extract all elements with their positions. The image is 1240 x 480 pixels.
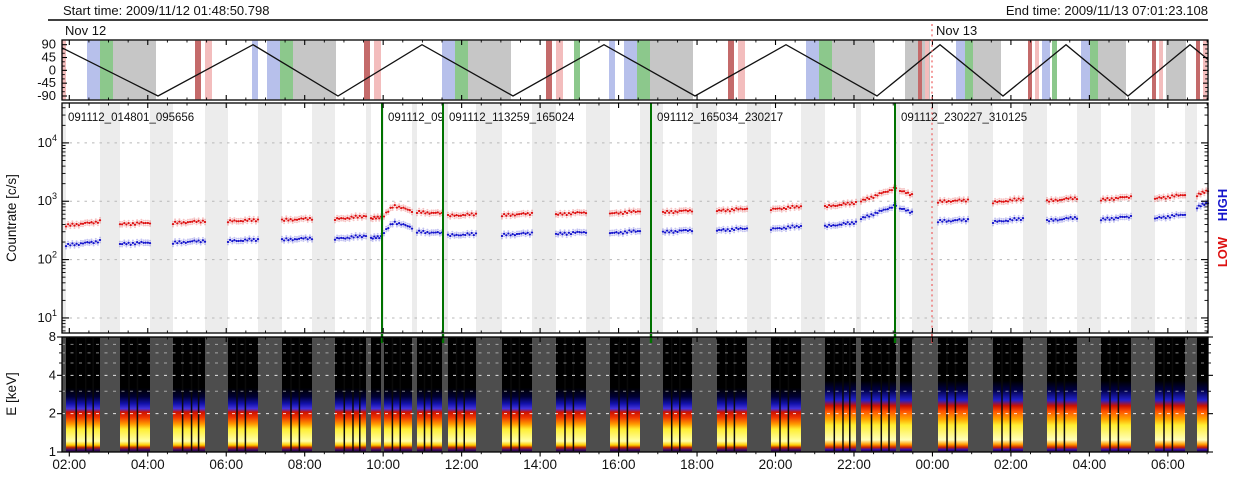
time-tick-label: 06:00	[209, 457, 243, 472]
nov12-label: Nov 12	[65, 23, 106, 38]
low-series-label: LOW	[1215, 236, 1230, 267]
time-tick-label: 22:00	[837, 457, 871, 472]
scan-angle-zigzag	[61, 43, 1209, 97]
countrate-axis-title: Countrate [c/s]	[4, 174, 19, 262]
spectrogram-column	[861, 337, 896, 452]
obs-interval-label: 091112_113259_165024	[449, 112, 575, 124]
spectrogram-column	[610, 337, 640, 452]
countrate-panel: 091112_014801_095656 091112_09 091112_1132…	[38, 24, 1210, 334]
svg-text:2: 2	[49, 406, 56, 421]
svg-text:90: 90	[42, 37, 56, 52]
time-tick-label: 00:00	[916, 457, 950, 472]
spectrogram-column	[228, 337, 258, 452]
svg-text:101: 101	[38, 308, 57, 325]
time-tick-label: 06:00	[1151, 457, 1185, 472]
obs-interval-label: 091112_230227_310125	[901, 112, 1027, 124]
spectrogram-column	[1101, 337, 1131, 452]
spectrogram-column	[993, 337, 1023, 452]
obs-interval-label: 091112_014801_095656	[68, 112, 194, 124]
svg-text:0: 0	[49, 62, 56, 77]
spectrogram-column	[502, 337, 532, 452]
spectrogram-column	[384, 337, 412, 452]
spectrogram-column	[717, 337, 747, 452]
spectrogram-column	[1047, 337, 1077, 452]
obs-interval-label: 091112_165034_230217	[657, 112, 783, 124]
high-series-label: HIGH	[1215, 189, 1230, 222]
time-tick-label: 20:00	[759, 457, 793, 472]
spectrogram-column	[120, 337, 150, 452]
svg-text:1: 1	[49, 444, 56, 459]
time-tick-label: 12:00	[445, 457, 479, 472]
obs-interval-label: 091112_09	[388, 112, 444, 124]
spectrogram-column	[900, 337, 912, 452]
time-tick-label: 02:00	[994, 457, 1028, 472]
time-axis: 02:00 04:00 06:00 08:00 10:00 12:00 14:00 16:00…	[52, 457, 1184, 472]
svg-text:103: 103	[38, 191, 57, 208]
spectrogram-column	[771, 337, 801, 452]
spectrogram-column	[938, 337, 968, 452]
spectrogram-column	[335, 337, 366, 452]
svg-text:8: 8	[49, 329, 56, 344]
spectrogram-column	[66, 337, 100, 452]
time-tick-label: 02:00	[52, 457, 86, 472]
time-tick-label: 08:00	[288, 457, 322, 472]
end-time-label: End time: 2009/11/13 07:01:23.108	[1006, 3, 1208, 18]
spectrogram-column	[371, 337, 381, 452]
spectrogram-column	[282, 337, 312, 452]
svg-text:-90: -90	[37, 88, 56, 103]
energy-axis-title: E [keV]	[4, 372, 19, 416]
spectrogram-column	[448, 337, 476, 452]
spectrogram-panel: 1 2 4 8	[49, 329, 1213, 459]
spectrogram-column	[1155, 337, 1185, 452]
time-tick-label: 04:00	[1072, 457, 1106, 472]
spectrogram-column	[825, 337, 856, 452]
svg-text:45: 45	[42, 50, 56, 65]
spectrogram-column	[556, 337, 586, 452]
svg-text:104: 104	[38, 133, 57, 150]
svg-text:4: 4	[49, 367, 56, 382]
time-tick-label: 14:00	[523, 457, 557, 472]
time-tick-label: 04:00	[131, 457, 165, 472]
spectrogram-column	[1197, 337, 1208, 452]
time-tick-label: 18:00	[680, 457, 714, 472]
spectrogram-column	[173, 337, 205, 452]
svg-text:102: 102	[38, 250, 57, 267]
svg-text:-45: -45	[37, 75, 56, 90]
spectrogram-column	[663, 337, 692, 452]
spectrogram-column	[417, 337, 442, 452]
nov13-label: Nov 13	[936, 23, 977, 38]
start-time-label: Start time: 2009/11/12 01:48:50.798	[63, 3, 269, 18]
time-tick-label: 10:00	[366, 457, 400, 472]
time-tick-label: 16:00	[602, 457, 636, 472]
